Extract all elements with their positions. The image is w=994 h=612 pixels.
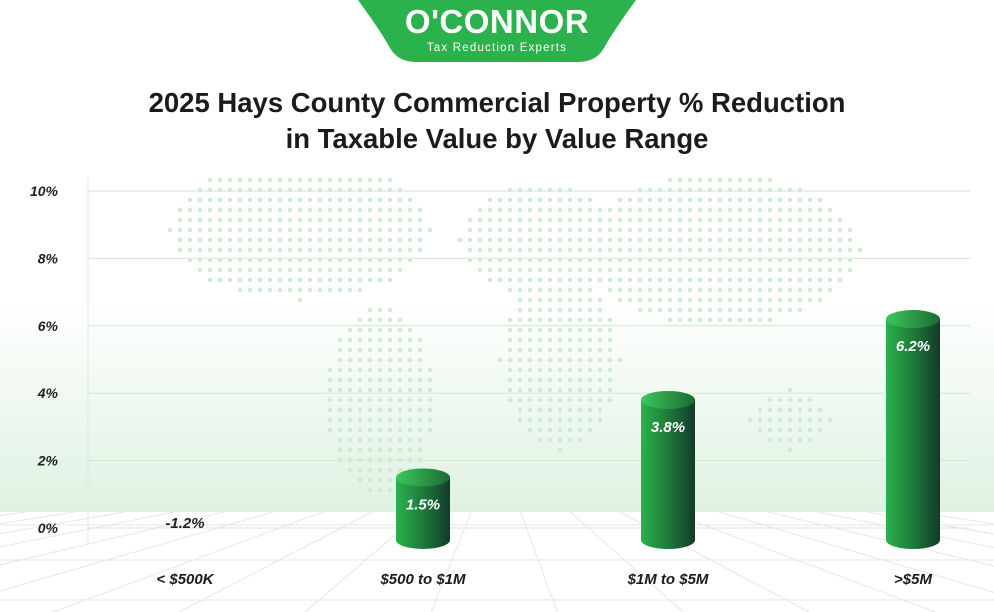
y-axis-ticks: 0% 2% 4% 6% 8% 10% [30,183,59,536]
value-labels: -1.2% 1.5% 3.8% 6.2% [165,338,930,532]
world-map-decoration [167,177,863,493]
category-label: >$5M [894,571,932,588]
value-label: 1.5% [406,496,440,513]
bar [396,468,450,549]
brand-badge [358,0,636,62]
chart-title-line-2: in Taxable Value by Value Range [286,123,709,154]
chart-title-line-1: 2025 Hays County Commercial Property % R… [149,87,846,118]
category-labels: < $500K $500 to $1M $1M to $5M >$5M [156,571,932,588]
category-label: $500 to $1M [379,571,466,588]
bar [886,310,940,549]
y-tick-label: 10% [30,183,59,199]
brand-logo-text: O'CONNOR [405,3,589,40]
gridlines [88,190,970,529]
value-label: 6.2% [896,338,930,355]
y-tick-label: 4% [37,385,59,401]
bar [641,390,695,549]
value-label: 3.8% [651,419,685,436]
y-tick-label: 2% [37,453,59,469]
category-label: < $500K [156,571,214,588]
floor-grid [0,511,994,612]
y-tick-label: 8% [38,250,59,266]
plot-background [0,300,994,512]
y-tick-label: 6% [38,318,59,334]
y-tick-label: 0% [38,520,59,536]
brand-tagline: Tax Reduction Experts [427,42,567,54]
category-label: $1M to $5M [627,571,709,588]
bars [396,310,940,549]
value-label: -1.2% [165,515,204,532]
